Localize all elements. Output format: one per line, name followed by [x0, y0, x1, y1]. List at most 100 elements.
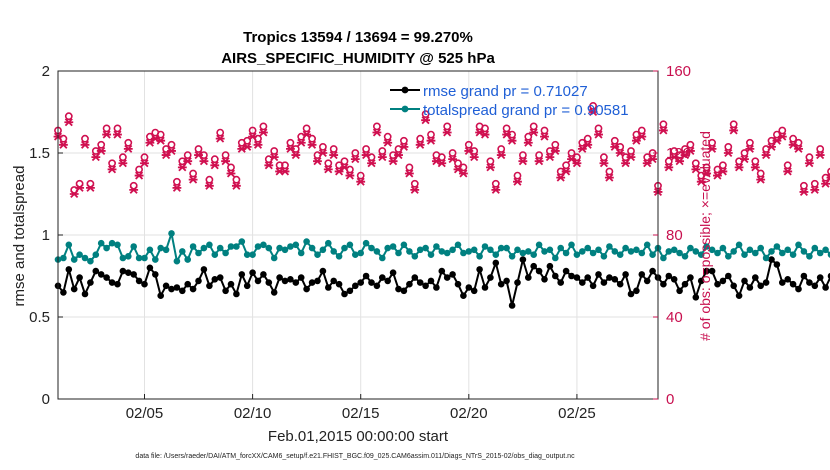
point-obs_evaluated [372, 128, 382, 137]
point-rmse [379, 274, 386, 281]
point-obs_possible [356, 171, 365, 180]
point-rmse [784, 276, 791, 283]
y-right-tick-label: 160 [666, 63, 691, 80]
point-totalspread [476, 252, 483, 260]
point-obs_evaluated [177, 163, 187, 172]
point-obs_possible [167, 140, 176, 149]
point-obs_evaluated [96, 146, 106, 155]
point-rmse [162, 282, 170, 290]
point-rmse [200, 266, 208, 273]
point-rmse [384, 277, 392, 285]
point-totalspread [438, 248, 446, 255]
point-rmse [335, 280, 343, 288]
point-totalspread [400, 241, 408, 249]
point-obs_evaluated [167, 146, 176, 155]
point-obs_evaluated [253, 140, 263, 149]
point-rmse [697, 277, 705, 285]
point-totalspread [108, 239, 116, 247]
point-totalspread [368, 244, 375, 252]
point-totalspread [65, 241, 73, 249]
point-obs_possible [318, 142, 327, 151]
point-obs_possible [551, 140, 560, 149]
point-obs_possible [751, 157, 760, 166]
point-obs_evaluated [529, 128, 539, 137]
point-totalspread [633, 246, 640, 254]
legend-marker-rmse [401, 86, 409, 94]
point-obs_possible [275, 161, 284, 170]
point-obs_possible [729, 120, 738, 129]
point-totalspread [470, 246, 478, 254]
point-obs_evaluated [296, 138, 306, 147]
point-totalspread [125, 252, 132, 260]
point-obs_evaluated [113, 130, 122, 139]
point-rmse [481, 284, 489, 291]
point-rmse [179, 287, 186, 295]
point-obs_possible [529, 122, 538, 131]
point-totalspread [233, 243, 240, 250]
point-obs_evaluated [637, 132, 647, 141]
point-rmse [649, 267, 656, 275]
legend-marker-totalspread [401, 105, 409, 113]
point-obs_possible [540, 126, 549, 135]
point-obs_evaluated [323, 165, 333, 174]
point-totalspread [395, 249, 402, 257]
point-totalspread [416, 246, 424, 254]
point-rmse [606, 274, 613, 281]
point-obs_possible [637, 126, 646, 135]
point-obs_possible [567, 149, 576, 157]
point-totalspread [519, 249, 527, 257]
x-tick-label: 02/15 [342, 405, 380, 422]
point-rmse [725, 272, 732, 280]
point-obs_possible [205, 175, 214, 184]
point-totalspread [573, 251, 581, 258]
point-rmse [746, 284, 754, 291]
point-obs_evaluated [750, 163, 760, 172]
point-obs_evaluated [86, 183, 95, 192]
point-obs_evaluated [723, 148, 733, 158]
point-obs_evaluated [594, 130, 603, 139]
point-totalspread [741, 251, 748, 258]
point-obs_evaluated [756, 175, 766, 184]
point-totalspread [70, 256, 78, 263]
point-obs_evaluated [761, 151, 771, 160]
point-obs_possible [227, 163, 235, 172]
point-rmse [730, 282, 737, 290]
point-obs_evaluated [421, 116, 430, 125]
point-obs_possible [562, 161, 570, 170]
point-obs_evaluated [377, 153, 387, 162]
point-rmse [719, 277, 727, 285]
y-left-tick-label: 1 [42, 227, 50, 244]
point-obs_possible [183, 151, 192, 159]
y-right-tick-label: 80 [666, 227, 683, 244]
point-rmse [227, 280, 235, 288]
point-totalspread [184, 256, 191, 263]
point-rmse [676, 287, 683, 295]
point-obs_evaluated [496, 151, 506, 160]
point-rmse [643, 277, 651, 285]
point-totalspread [487, 246, 494, 254]
point-obs_evaluated [388, 157, 398, 166]
point-totalspread [265, 244, 273, 252]
point-obs_evaluated [426, 136, 436, 145]
point-rmse [762, 279, 770, 286]
point-obs_evaluated [583, 140, 593, 149]
point-totalspread [195, 249, 202, 257]
point-totalspread [638, 249, 646, 257]
point-obs_evaluated [648, 155, 658, 164]
point-totalspread [497, 244, 505, 252]
point-obs_possible [113, 124, 122, 133]
point-obs_evaluated [815, 151, 825, 160]
point-obs_possible [502, 124, 511, 133]
point-obs_evaluated [123, 144, 133, 153]
point-rmse [811, 282, 819, 290]
point-totalspread [308, 244, 316, 252]
point-obs_evaluated [199, 157, 209, 166]
point-obs_possible [340, 157, 349, 166]
x-tick-label: 02/20 [450, 405, 488, 422]
point-obs_possible [827, 167, 830, 176]
point-obs_possible [481, 124, 489, 133]
point-obs_possible [486, 157, 495, 166]
y-left-tick-label: 2 [42, 63, 50, 80]
point-rmse [779, 279, 786, 286]
point-rmse [492, 259, 500, 267]
